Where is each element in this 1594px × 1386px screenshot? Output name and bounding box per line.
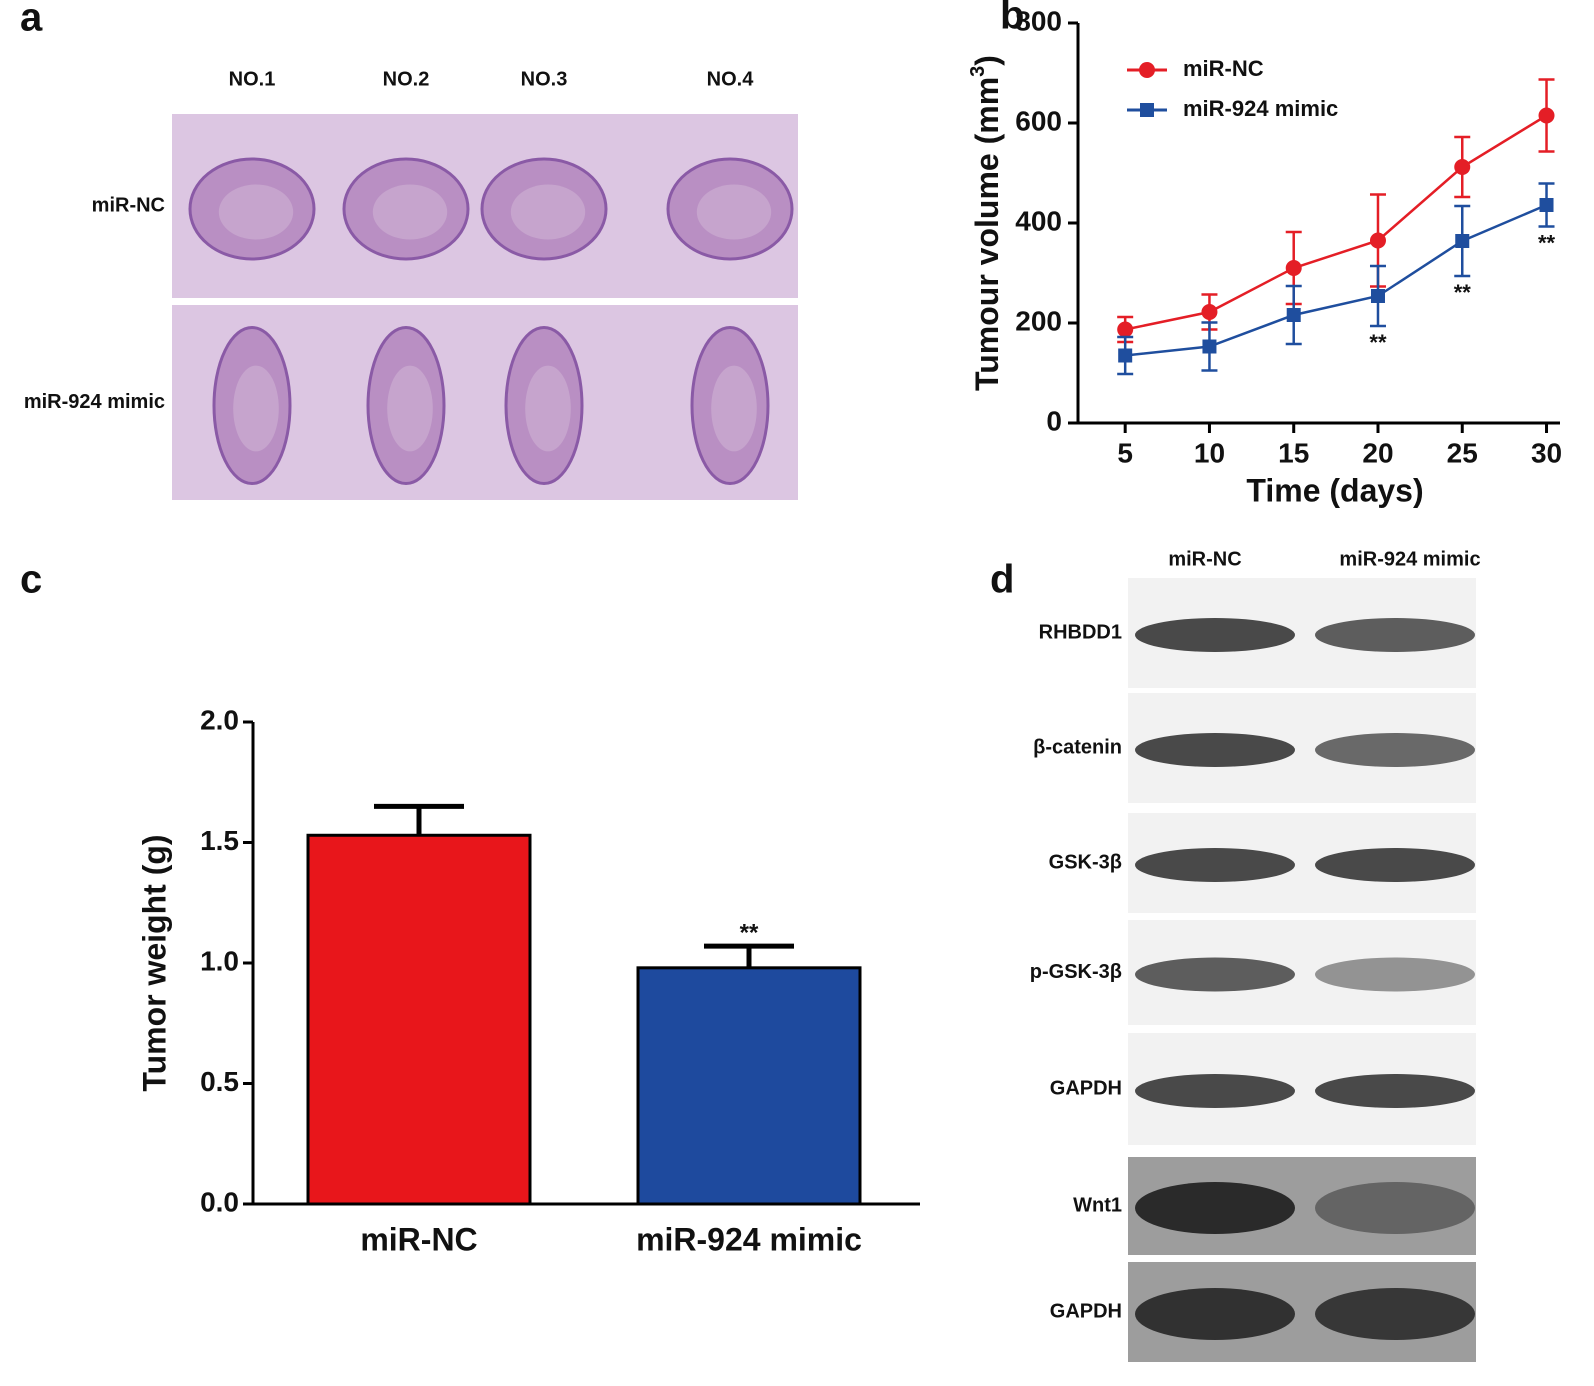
column-label: NO.1 — [229, 68, 276, 90]
tumor-highlight — [510, 184, 586, 240]
tumor-highlight — [233, 365, 279, 452]
band — [1135, 1288, 1295, 1340]
row-label: GAPDH — [1050, 1077, 1122, 1099]
row-label: miR-NC — [92, 194, 165, 216]
y-axis-title: Tumour volume (mm3) — [967, 55, 1005, 391]
x-tick-label: 15 — [1278, 437, 1309, 468]
marker — [1285, 260, 1302, 276]
x-tick-label: 20 — [1362, 437, 1393, 468]
marker — [1369, 232, 1386, 249]
marker — [1118, 348, 1133, 363]
marker — [1370, 289, 1385, 303]
band — [1135, 1182, 1295, 1234]
tumor-highlight — [387, 365, 433, 452]
marker — [1538, 107, 1555, 124]
y-tick-label: 200 — [1015, 305, 1062, 336]
significance-label: ** — [740, 919, 759, 946]
legend-label: miR-924 mimic — [1183, 96, 1338, 121]
y-tick-label: 0.0 — [200, 1186, 239, 1217]
y-axis-title-part: ) — [969, 55, 1005, 66]
column-label: NO.4 — [707, 68, 755, 90]
tumor-highlight — [696, 184, 772, 240]
series-line — [1124, 114, 1548, 331]
x-tick-label: miR-924 mimic — [636, 1221, 862, 1257]
tumor-highlight — [372, 184, 448, 240]
marker — [1286, 308, 1301, 322]
y-tick-label: 1.0 — [200, 945, 239, 976]
panel-label: c — [20, 558, 42, 602]
band — [1315, 957, 1475, 992]
panel-label: a — [20, 0, 43, 40]
y-axis-title-part: Tumour volume (mm — [969, 77, 1005, 391]
band — [1315, 1288, 1475, 1340]
y-tick-label: 0 — [1046, 405, 1062, 436]
tumor-highlight — [218, 184, 294, 240]
marker — [1202, 339, 1217, 354]
band — [1315, 733, 1475, 767]
marker — [1455, 234, 1470, 248]
x-tick-label: 10 — [1194, 437, 1225, 468]
series-line — [1125, 203, 1548, 357]
band — [1315, 1182, 1475, 1234]
band — [1135, 848, 1295, 882]
x-tick-label: 5 — [1117, 437, 1133, 468]
y-tick-label: 0.5 — [200, 1066, 239, 1097]
band — [1135, 957, 1295, 992]
tumor-highlight — [525, 365, 571, 452]
x-tick-label: 30 — [1531, 437, 1562, 468]
bar — [306, 833, 532, 1206]
y-tick-label: 600 — [1015, 105, 1062, 136]
row-label: RHBDD1 — [1039, 621, 1122, 643]
panel-label: b — [1000, 0, 1024, 38]
y-tick-label: 1.5 — [200, 825, 239, 856]
panel-label: d — [990, 558, 1014, 602]
y-tick-label: 2.0 — [200, 704, 239, 735]
x-axis-title: Time (days) — [1246, 472, 1423, 508]
legend-marker — [1139, 62, 1155, 78]
band — [1315, 618, 1475, 652]
significance-label: ** — [1454, 280, 1472, 305]
column-label: NO.3 — [521, 68, 568, 90]
tumor-highlight — [711, 365, 757, 452]
x-tick-label: miR-NC — [360, 1221, 477, 1257]
row-label: GAPDH — [1050, 1300, 1122, 1322]
row-label: Wnt1 — [1073, 1194, 1122, 1216]
marker — [1454, 159, 1471, 175]
bar — [636, 966, 862, 1206]
row-label: miR-924 mimic — [24, 391, 165, 413]
band — [1135, 618, 1295, 652]
column-label: NO.2 — [383, 68, 430, 90]
significance-label: ** — [1369, 330, 1387, 355]
row-label: p-GSK-3β — [1030, 961, 1122, 983]
y-tick-label: 800 — [1015, 5, 1062, 36]
legend-marker — [1140, 103, 1154, 117]
y-axis-title: Tumor weight (g) — [136, 834, 172, 1091]
band — [1315, 1074, 1475, 1108]
column-label: miR-924 mimic — [1339, 548, 1480, 570]
marker — [1201, 304, 1218, 320]
row-label: GSK-3β — [1049, 851, 1122, 873]
marker — [1539, 198, 1554, 212]
column-label: miR-NC — [1168, 548, 1241, 570]
band — [1135, 1074, 1295, 1108]
row-label: β-catenin — [1033, 736, 1122, 758]
legend-label: miR-NC — [1183, 56, 1264, 81]
x-tick-label: 25 — [1447, 437, 1478, 468]
superscript: 3 — [967, 66, 989, 77]
significance-label: ** — [1538, 230, 1556, 255]
band — [1315, 848, 1475, 882]
marker — [1117, 321, 1134, 338]
band — [1135, 733, 1295, 767]
y-tick-label: 400 — [1015, 205, 1062, 236]
